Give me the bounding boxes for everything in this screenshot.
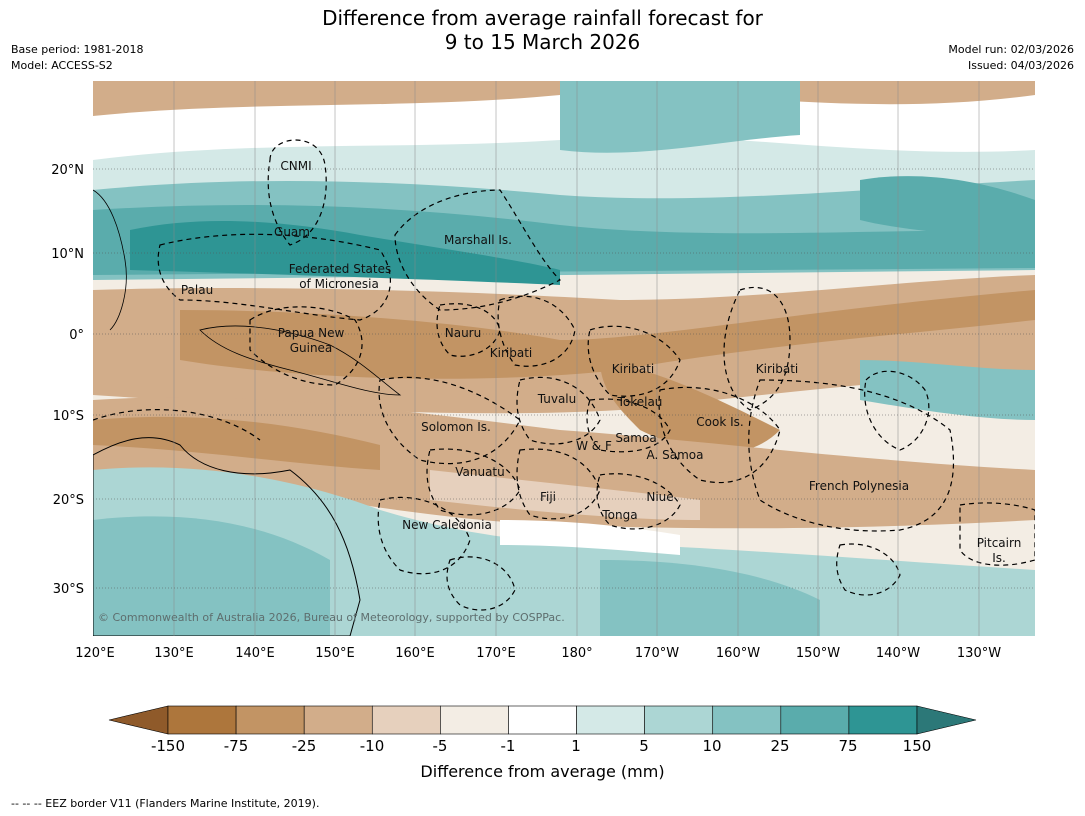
label-pitcairn-2: Is. bbox=[992, 551, 1006, 565]
map-field bbox=[93, 81, 1035, 636]
title-line-1: Difference from average rainfall forecas… bbox=[322, 6, 763, 30]
colorbar-bin bbox=[712, 705, 782, 735]
lon-tick: 170°E bbox=[476, 646, 516, 661]
label-png-2: Guinea bbox=[290, 341, 333, 355]
lat-tick: 10°N bbox=[51, 247, 84, 262]
label-pitcairn-1: Pitcairn bbox=[977, 536, 1022, 550]
label-wallis-futuna: W & F bbox=[576, 439, 612, 453]
lon-tick: 140°W bbox=[876, 646, 920, 661]
colorbar-bin bbox=[235, 705, 305, 735]
colorbar-ticks: -150 -75 -25 -10 -5 -1 1 5 10 25 75 150 bbox=[151, 737, 931, 755]
lon-tick: 180° bbox=[561, 646, 592, 661]
base-period: Base period: 1981-2018 bbox=[11, 43, 144, 56]
label-kiribati-central: Kiribati bbox=[612, 362, 654, 376]
lat-tick: 20°N bbox=[51, 163, 84, 178]
lat-lines bbox=[93, 168, 1035, 589]
label-marshall: Marshall Is. bbox=[444, 233, 512, 247]
colorbar-tick: 5 bbox=[639, 737, 649, 755]
colorbar-tick: 75 bbox=[838, 737, 857, 755]
colorbar-tick: 150 bbox=[903, 737, 932, 755]
copyright-notice: © Commonwealth of Australia 2026, Bureau… bbox=[98, 611, 565, 624]
label-tonga: Tonga bbox=[601, 508, 637, 522]
colorbar-tick: 1 bbox=[571, 737, 581, 755]
colorbar-bin bbox=[576, 705, 645, 735]
colorbar-bin bbox=[508, 705, 577, 735]
model-name: Model: ACCESS-S2 bbox=[11, 59, 113, 72]
label-niue: Niue bbox=[646, 490, 673, 504]
label-fiji: Fiji bbox=[540, 490, 556, 504]
issued-date: Issued: 04/03/2026 bbox=[967, 59, 1074, 72]
colorbar-bin bbox=[644, 705, 714, 735]
meta-right: Model run: 02/03/2026 Issued: 04/03/2026 bbox=[948, 42, 1074, 74]
label-french-polynesia: French Polynesia bbox=[809, 479, 909, 493]
lat-tick: 10°S bbox=[53, 409, 84, 424]
label-new-caledonia: New Caledonia bbox=[402, 518, 492, 532]
colorbar-tick: -1 bbox=[501, 737, 516, 755]
colorbar-extend-high bbox=[916, 705, 977, 735]
lon-tick: 160°E bbox=[395, 646, 435, 661]
label-kiribati-west: Kiribati bbox=[490, 346, 532, 360]
model-run: Model run: 02/03/2026 bbox=[948, 43, 1074, 56]
colorbar-bin bbox=[371, 705, 441, 735]
map-title: Difference from average rainfall forecas… bbox=[0, 6, 1085, 54]
lat-tick: 30°S bbox=[53, 582, 84, 597]
colorbar-tick: -75 bbox=[224, 737, 249, 755]
lon-tick: 120°E bbox=[75, 646, 115, 661]
lon-ticks: 120°E 130°E 140°E 150°E 160°E 170°E 180°… bbox=[75, 646, 1001, 661]
colorbar: -150 -75 -25 -10 -5 -1 1 5 10 25 75 150 bbox=[108, 705, 977, 755]
lon-tick: 140°E bbox=[235, 646, 275, 661]
label-fsm-1: Federated States bbox=[289, 262, 391, 276]
label-vanuatu: Vanuatu bbox=[455, 465, 505, 479]
label-tuvalu: Tuvalu bbox=[537, 392, 577, 406]
colorbar-tick: -25 bbox=[292, 737, 317, 755]
lon-tick: 160°W bbox=[716, 646, 760, 661]
meta-left: Base period: 1981-2018 Model: ACCESS-S2 bbox=[11, 42, 143, 74]
lon-tick: 130°E bbox=[154, 646, 194, 661]
lat-ticks: 20°N 10°N 0° 10°S 20°S 30°S bbox=[51, 163, 84, 597]
colorbar-extend-low bbox=[108, 705, 169, 735]
graticule bbox=[173, 81, 980, 636]
label-kiribati-east: Kiribati bbox=[756, 362, 798, 376]
lon-tick: 170°W bbox=[635, 646, 679, 661]
colorbar-bin bbox=[848, 705, 918, 735]
colorbar-tick: -150 bbox=[151, 737, 185, 755]
colorbar-bins bbox=[167, 705, 918, 735]
title-line-2: 9 to 15 March 2026 bbox=[444, 30, 641, 54]
colorbar-bin bbox=[167, 705, 237, 735]
lon-tick: 150°W bbox=[796, 646, 840, 661]
colorbar-label: Difference from average (mm) bbox=[420, 762, 665, 781]
lat-tick: 20°S bbox=[53, 493, 84, 508]
label-tokelau: Tokelau bbox=[617, 395, 663, 409]
label-guam: Guam bbox=[274, 225, 310, 239]
lon-tick: 150°E bbox=[315, 646, 355, 661]
colorbar-bin bbox=[780, 705, 850, 735]
label-american-samoa: A. Samoa bbox=[647, 448, 704, 462]
label-samoa: Samoa bbox=[615, 431, 656, 445]
lon-tick: 130°W bbox=[957, 646, 1001, 661]
label-cnmi: CNMI bbox=[280, 159, 311, 173]
label-fsm-2: of Micronesia bbox=[299, 277, 379, 291]
eez-footnote: -- -- -- EEZ border V11 (Flanders Marine… bbox=[11, 797, 320, 810]
region-labels: CNMI Guam Marshall Is. Federated States … bbox=[181, 159, 1021, 565]
colorbar-tick: 25 bbox=[770, 737, 789, 755]
lat-tick: 0° bbox=[69, 328, 84, 343]
colorbar-tick: -10 bbox=[360, 737, 385, 755]
colorbar-tick: 10 bbox=[702, 737, 721, 755]
eez-borders bbox=[93, 139, 1035, 611]
label-palau: Palau bbox=[181, 283, 213, 297]
colorbar-bin bbox=[440, 705, 509, 735]
label-nauru: Nauru bbox=[445, 326, 481, 340]
label-solomon: Solomon Is. bbox=[421, 420, 491, 434]
label-cook-is: Cook Is. bbox=[696, 415, 743, 429]
colorbar-bin bbox=[303, 705, 373, 735]
label-png-1: Papua New bbox=[278, 326, 345, 340]
colorbar-tick: -5 bbox=[433, 737, 448, 755]
